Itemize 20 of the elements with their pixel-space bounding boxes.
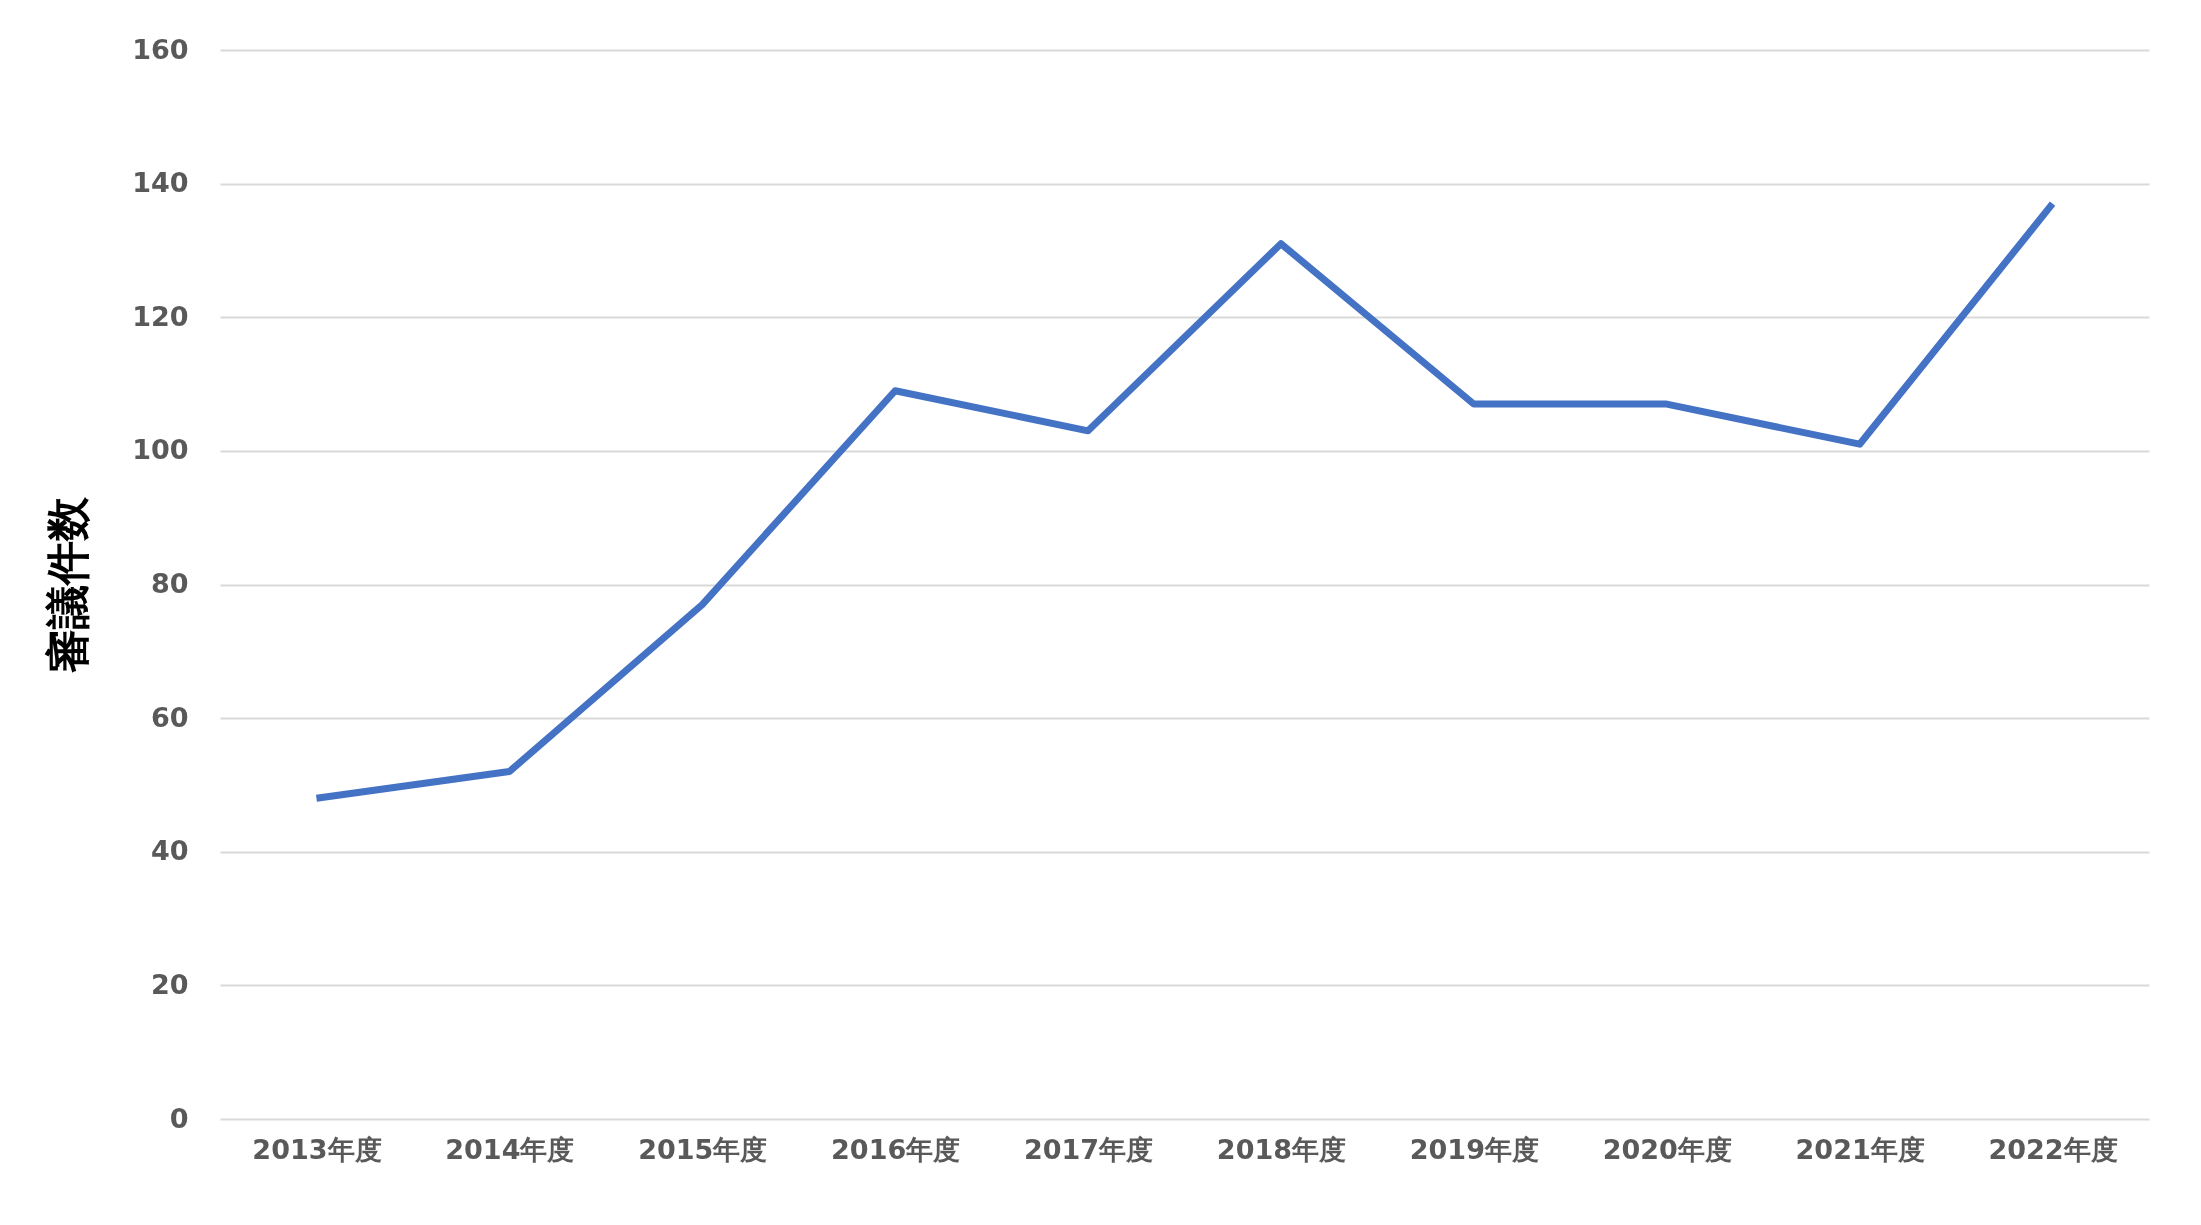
y-tick-label: 20 (150, 968, 189, 1000)
x-tick-label: 2019年度 (1409, 1133, 1539, 1165)
x-tick-label: 2015年度 (638, 1133, 768, 1165)
y-tick-label: 60 (150, 701, 189, 733)
y-tick-label: 120 (132, 300, 189, 332)
x-tick-label: 2014年度 (445, 1133, 575, 1165)
x-tick-label: 2021年度 (1795, 1133, 1925, 1165)
y-tick-label: 140 (132, 167, 189, 199)
x-tick-label: 2018年度 (1216, 1133, 1347, 1165)
y-tick-label: 100 (132, 434, 189, 466)
x-tick-label: 2013年度 (252, 1133, 382, 1165)
x-tick-label: 2017年度 (1023, 1133, 1154, 1165)
x-tick-label: 2022年度 (1988, 1133, 2118, 1165)
y-tick-label: 0 (169, 1102, 189, 1134)
y-axis-title: 審議件数 (42, 496, 94, 673)
x-tick-label: 2020年度 (1602, 1133, 1732, 1165)
y-tick-label: 80 (150, 568, 189, 599)
y-tick-label: 160 (132, 33, 189, 65)
x-tick-label: 2016年度 (831, 1133, 961, 1165)
y-tick-label: 40 (150, 835, 189, 867)
